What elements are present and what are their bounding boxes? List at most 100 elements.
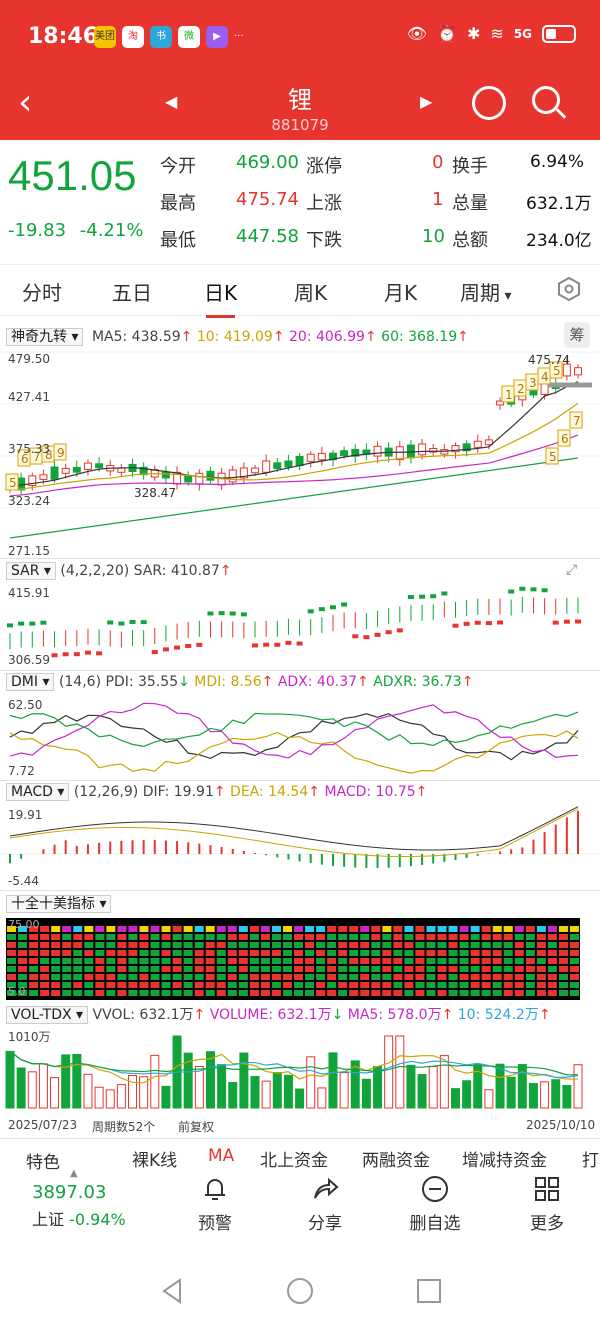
perfect-cell (51, 942, 61, 948)
perfect-cell (139, 990, 149, 996)
perfect-cell (371, 958, 381, 964)
perfect-cell (161, 934, 171, 940)
perfect-cell (470, 966, 480, 972)
perfect-cell (271, 982, 281, 988)
tab-weekly-k[interactable]: 周K (294, 281, 328, 305)
candle (496, 400, 505, 406)
up-label: 上涨 (306, 193, 342, 214)
perfect-cell (150, 966, 160, 972)
perfect-cell (150, 974, 160, 980)
perfect-top-cell (183, 926, 193, 932)
perfect-cell (128, 966, 138, 972)
perfect-cell (227, 958, 237, 964)
settings-hex-icon[interactable] (556, 276, 582, 302)
search-icon[interactable] (532, 86, 560, 114)
perfect-top-cell (238, 926, 248, 932)
sar-selector[interactable]: SAR ▾ (6, 562, 56, 580)
remove-watchlist-button[interactable]: 删自选 (405, 1174, 465, 1234)
range-adjust[interactable]: 前复权 (178, 1120, 215, 1134)
perfect-cell (7, 942, 17, 948)
sar-dot (84, 650, 91, 655)
alert-button[interactable]: 预警 (190, 1174, 240, 1234)
tab-naked-k[interactable]: 裸K线 (132, 1151, 178, 1170)
perfect-cell (558, 942, 568, 948)
wechat-icon: 微 (178, 26, 200, 48)
perfect-cell (106, 982, 116, 988)
tab-ma[interactable]: MA (208, 1146, 235, 1166)
index-label[interactable]: 上证 -0.94% (32, 1206, 126, 1230)
dmi-selector[interactable]: DMI ▾ (6, 673, 55, 691)
perfect-cell (150, 990, 160, 996)
index-value[interactable]: 3897.03 (32, 1182, 107, 1203)
stock-title: 锂 (288, 86, 312, 114)
sar-chart[interactable] (0, 584, 600, 670)
back-icon[interactable]: ‹ (18, 82, 33, 123)
perfect-cell (84, 934, 94, 940)
candle (251, 467, 260, 474)
nine-turn-label-box (549, 361, 563, 379)
volume-chart[interactable] (0, 1026, 600, 1110)
macd-chart[interactable] (0, 806, 600, 890)
tab-monthly-k[interactable]: 月K (384, 281, 418, 305)
perfect-cell (150, 950, 160, 956)
prev-stock-icon[interactable]: ◀ (165, 92, 178, 111)
volume-bar (361, 1078, 371, 1109)
system-home-icon[interactable] (285, 1276, 315, 1306)
perfect-cell (62, 958, 72, 964)
sar-dot (519, 586, 526, 591)
vol-selector[interactable]: VOL-TDX ▾ (6, 1006, 89, 1024)
candle (295, 455, 304, 467)
tab-five-day[interactable]: 五日 (112, 281, 152, 305)
perfect-cell (459, 958, 469, 964)
perfect-cell (294, 958, 304, 964)
mascot-icon[interactable] (472, 86, 506, 120)
perfect-cell (18, 950, 28, 956)
tab-northbound[interactable]: 北上资金 (260, 1151, 328, 1170)
tab-daily-k[interactable]: 日K (204, 277, 237, 318)
nav-bar: ‹ ◀ 锂 881079 ▶ (0, 72, 600, 140)
turnover-label: 换手 (452, 156, 488, 177)
tab-margin[interactable]: 两融资金 (362, 1151, 430, 1170)
perfect-selector[interactable]: 十全十美指标 ▾ (6, 895, 112, 913)
perfect-cell (437, 982, 447, 988)
dmi-chart[interactable] (0, 696, 600, 780)
perfect-cell (205, 958, 215, 964)
perfect-cell (139, 942, 149, 948)
perfect-cell (415, 934, 425, 940)
perfect-top-cell (227, 926, 237, 932)
share-button[interactable]: 分享 (300, 1174, 350, 1234)
volume-bar (317, 1087, 327, 1109)
perfect-cell (437, 950, 447, 956)
perfect-cell (569, 982, 579, 988)
macd-legend: MACD ▾ (12,26,9) DIF: 19.91↑ DEA: 14.54↑… (6, 783, 427, 801)
limit-up-label: 涨停 (306, 156, 342, 177)
perfect-cell (139, 958, 149, 964)
system-recent-icon[interactable] (414, 1276, 444, 1306)
current-price: 451.05 (8, 152, 137, 199)
more-button[interactable]: 更多 (522, 1174, 572, 1234)
system-back-icon[interactable] (158, 1276, 188, 1306)
tab-holding-change[interactable]: 增减持资金 (462, 1151, 547, 1170)
perfect-cell (514, 950, 524, 956)
perfect-cell (205, 942, 215, 948)
perfect-cell (271, 950, 281, 956)
next-stock-icon[interactable]: ▶ (420, 92, 433, 111)
volume-bar (228, 1082, 238, 1109)
kline-low-mark: 328.47 (134, 486, 176, 500)
dea-value: DEA: 14.54 (230, 784, 309, 800)
chip-button[interactable]: 筹 (564, 322, 590, 348)
perfect-top-cell (282, 926, 292, 932)
macd-selector[interactable]: MACD ▾ (6, 783, 70, 801)
perfect-cell (194, 958, 204, 964)
perfect-cell (227, 982, 237, 988)
perfect-cell (194, 990, 204, 996)
perfect-chart[interactable] (6, 918, 580, 1000)
expand-icon[interactable]: ⤢ (566, 562, 578, 578)
stock-code: 881079 (271, 116, 329, 134)
tab-intraday[interactable]: 分时 (22, 281, 62, 305)
sar-dot (352, 634, 359, 639)
tab-period[interactable]: 周期 ▾ (460, 277, 511, 306)
indicator-selector[interactable]: 神奇九转 ▾ (6, 328, 84, 346)
tab-more-cut[interactable]: 打 (582, 1151, 599, 1170)
